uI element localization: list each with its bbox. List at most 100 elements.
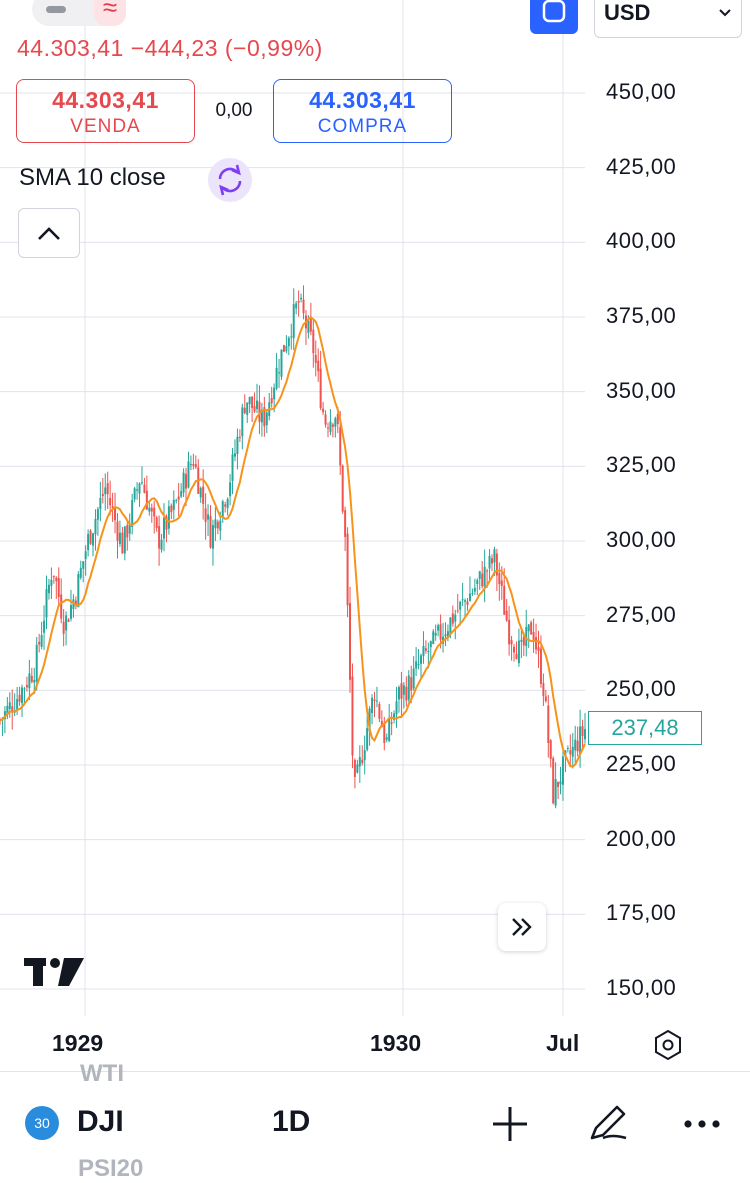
candle-body (77, 574, 80, 608)
candle-body (579, 726, 582, 755)
candle-body (576, 740, 579, 752)
candle-body (461, 599, 464, 601)
candle-body (57, 577, 60, 598)
candle-body (150, 507, 153, 512)
candle-body (87, 534, 90, 551)
candle-body (407, 675, 410, 700)
candle-body (378, 703, 381, 719)
candle-body (498, 572, 501, 585)
time-label-jul: Jul (546, 1030, 580, 1056)
candle-body (515, 653, 518, 660)
scroll-to-realtime-button[interactable] (498, 903, 546, 951)
candle-body (297, 300, 300, 303)
sell-price: 44.303,41 (52, 87, 159, 113)
buy-button[interactable]: 44.303,41 COMPRA (273, 79, 452, 143)
candle-body (246, 402, 249, 415)
candle-body (265, 412, 268, 426)
candle-body (221, 501, 224, 517)
price-tick-label: 175,00 (606, 900, 677, 926)
candle-body (432, 631, 435, 645)
candle-body (388, 718, 391, 741)
candle-body (219, 520, 222, 531)
candle-body (434, 632, 437, 636)
candle-body (542, 683, 545, 697)
ghost-symbol-below: PSI20 (78, 1155, 144, 1182)
candle-body (99, 498, 102, 510)
candles (0, 285, 586, 809)
candle-body (263, 407, 266, 427)
candle-body (373, 699, 376, 702)
candle-body (18, 694, 21, 702)
more-icon[interactable] (682, 1114, 722, 1134)
wave-icon[interactable]: ≈ (94, 0, 126, 26)
candle-body (527, 624, 530, 632)
candle-body (123, 526, 126, 554)
candle-body (559, 781, 562, 785)
candle-body (537, 647, 540, 651)
candle-body (55, 577, 58, 582)
candle-body (155, 517, 158, 529)
candle-body (290, 336, 293, 338)
candle-body (483, 566, 486, 587)
candle-body (439, 624, 442, 640)
candle-body (525, 626, 528, 647)
candle-body (96, 509, 99, 520)
chart-grid (0, 0, 585, 1016)
candle-body (344, 510, 347, 537)
candle-body (324, 414, 327, 425)
indicator-label[interactable]: SMA 10 close (19, 164, 166, 191)
candle-body (118, 532, 121, 544)
price-tick-label: 275,00 (606, 601, 677, 627)
candle-body (162, 517, 165, 539)
chevron-up-icon (38, 227, 60, 240)
candle-body (8, 702, 11, 710)
candle-body (566, 748, 569, 750)
pen-icon[interactable] (584, 1100, 630, 1146)
candle-body (353, 759, 356, 777)
candle-body (490, 558, 493, 564)
candle-body (258, 401, 261, 422)
candle-body (326, 427, 329, 429)
candle-body (402, 685, 405, 695)
price-tick-label: 150,00 (606, 975, 677, 1000)
candle-body (334, 417, 337, 427)
currency-select[interactable] (594, 0, 742, 38)
candle-body (468, 593, 471, 602)
symbol-badge[interactable]: 30 (25, 1106, 59, 1140)
candle-body (62, 621, 65, 634)
candle-body (185, 474, 188, 489)
candle-body (248, 396, 251, 405)
candle-body (224, 504, 227, 507)
candle-body (170, 505, 173, 513)
candle-body (532, 632, 535, 641)
candle-body (175, 500, 178, 502)
candle-body (317, 360, 320, 372)
symbol-button[interactable]: DJI (77, 1105, 124, 1138)
candle-body (143, 484, 146, 493)
candle-body (424, 648, 427, 651)
price-tick-label: 250,00 (606, 676, 677, 702)
fullscreen-button[interactable] (530, 0, 578, 34)
candle-body (131, 500, 134, 527)
candle-body (581, 726, 584, 736)
interval-button[interactable]: 1D (272, 1105, 311, 1138)
candle-body (165, 516, 168, 530)
candle-body (47, 584, 50, 594)
candle-body (121, 532, 124, 554)
candle-body (400, 683, 403, 699)
plus-icon[interactable] (490, 1104, 530, 1144)
price-chart[interactable] (0, 0, 750, 1071)
collapse-legend-button[interactable] (18, 208, 80, 258)
candle-body (422, 645, 425, 657)
candle-body (517, 640, 520, 664)
candle-body (243, 407, 246, 414)
price-tick-label: 425,00 (606, 153, 677, 179)
bottom-toolbar (0, 1071, 750, 1176)
top-toolbar-pill[interactable]: ≈ (32, 0, 126, 26)
settings-hex-icon[interactable] (652, 1029, 684, 1061)
candle-body (520, 639, 523, 642)
spread-value: 0,00 (215, 100, 253, 121)
indicator-refresh-button[interactable] (208, 158, 252, 202)
candle-body (287, 337, 290, 347)
sell-button[interactable]: 44.303,41 VENDA (16, 79, 195, 143)
